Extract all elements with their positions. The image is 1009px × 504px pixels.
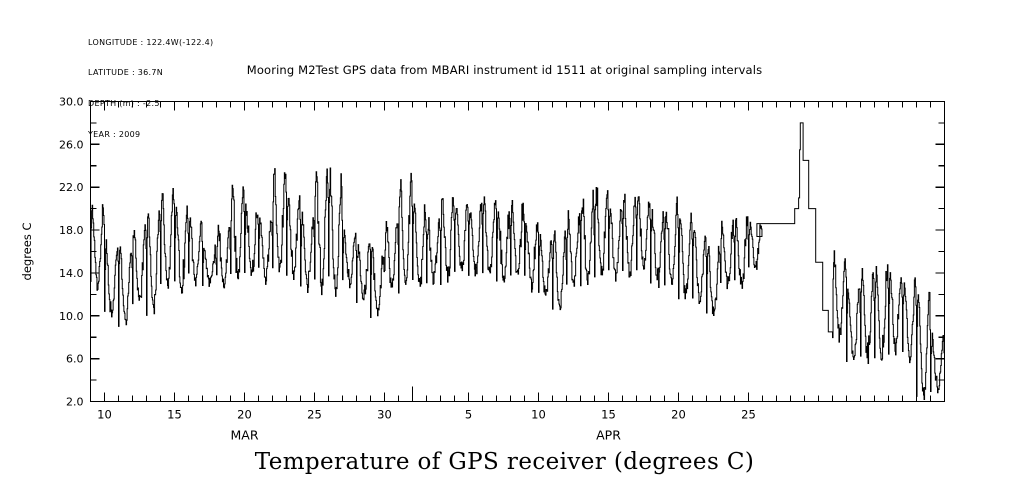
svg-text:15: 15	[601, 408, 616, 422]
svg-text:18.0: 18.0	[59, 224, 84, 237]
svg-text:20: 20	[671, 408, 686, 422]
svg-text:25: 25	[741, 408, 756, 422]
metadata-block: LONGITUDE : 122.4W(-122.4) LATITUDE : 36…	[88, 17, 213, 151]
metadata-longitude: LONGITUDE : 122.4W(-122.4)	[88, 37, 214, 47]
y-axis-labels: 30.0 26.0 22.0 18.0 14.0 10.0 6.0 2.0	[59, 96, 84, 409]
svg-text:10.0: 10.0	[59, 310, 84, 323]
svg-text:14.0: 14.0	[59, 267, 84, 280]
y-axis-ticks	[90, 100, 945, 403]
svg-text:10: 10	[97, 408, 112, 422]
svg-text:2.0: 2.0	[66, 396, 84, 409]
metadata-depth: DEPTH (m) : -2.5	[88, 99, 160, 109]
svg-text:6.0: 6.0	[66, 353, 84, 366]
x-axis-ticks	[89, 101, 946, 402]
x-axis-labels: 10 15 20 25 30 5 10 15 20 25	[97, 408, 756, 422]
figure-caption: Temperature of GPS receiver (degrees C)	[254, 449, 755, 475]
chart-title: Mooring M2Test GPS data from MBARI instr…	[246, 63, 763, 77]
svg-text:26.0: 26.0	[59, 138, 84, 151]
svg-text:APR: APR	[596, 428, 621, 443]
y-axis-title: degrees C	[20, 223, 34, 281]
data-series	[90, 122, 945, 400]
svg-text:degrees C: degrees C	[20, 223, 34, 281]
svg-text:MAR: MAR	[230, 428, 258, 443]
svg-text:30.0: 30.0	[59, 96, 84, 109]
x-axis-month-labels: MAR APR	[230, 428, 621, 443]
metadata-year: YEAR : 2009	[88, 130, 141, 140]
svg-text:10: 10	[531, 408, 546, 422]
svg-text:15: 15	[167, 408, 182, 422]
plot-frame	[89, 100, 946, 403]
svg-text:20: 20	[237, 408, 252, 422]
svg-text:22.0: 22.0	[59, 181, 84, 194]
svg-text:25: 25	[307, 408, 322, 422]
svg-text:5: 5	[465, 408, 472, 422]
metadata-latitude: LATITUDE : 36.7N	[88, 68, 164, 78]
svg-text:30: 30	[377, 408, 392, 422]
